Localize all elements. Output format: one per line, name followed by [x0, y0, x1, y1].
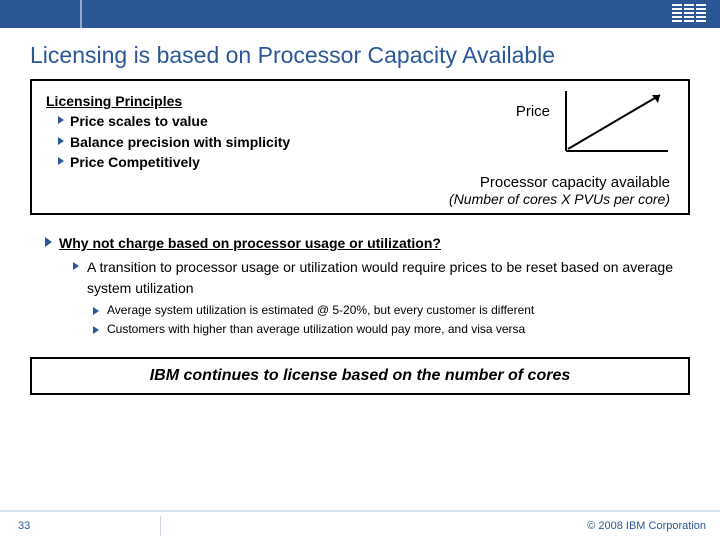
why-question: Why not charge based on processor usage … [45, 233, 690, 253]
why-level2-item: Average system utilization is estimated … [93, 302, 690, 319]
why-level2-item: Customers with higher than average utili… [93, 321, 690, 338]
footer-divider [160, 516, 161, 536]
footer: 33 © 2008 IBM Corporation [0, 510, 720, 540]
chart-svg [560, 89, 670, 159]
conclusion-box: IBM continues to license based on the nu… [30, 357, 690, 395]
ibm-logo-icon [672, 4, 706, 22]
why-block: Why not charge based on processor usage … [45, 233, 690, 339]
price-chart: Price [560, 89, 670, 164]
principles-box: Licensing Principles Price scales to val… [30, 79, 690, 215]
why-sublist: Average system utilization is estimated … [73, 302, 690, 339]
slide-title: Licensing is based on Processor Capacity… [0, 28, 720, 79]
chart-sub-label: (Number of cores X PVUs per core) [46, 191, 674, 207]
copyright: © 2008 IBM Corporation [587, 520, 706, 532]
top-bar [0, 0, 720, 28]
page-number: 33 [18, 520, 30, 532]
why-list: A transition to processor usage or utili… [45, 257, 690, 338]
chart-y-label: Price [516, 103, 550, 120]
chart-x-label: Processor capacity available [46, 174, 674, 191]
why-level1: A transition to processor usage or utili… [73, 257, 690, 298]
top-divider [80, 0, 82, 28]
